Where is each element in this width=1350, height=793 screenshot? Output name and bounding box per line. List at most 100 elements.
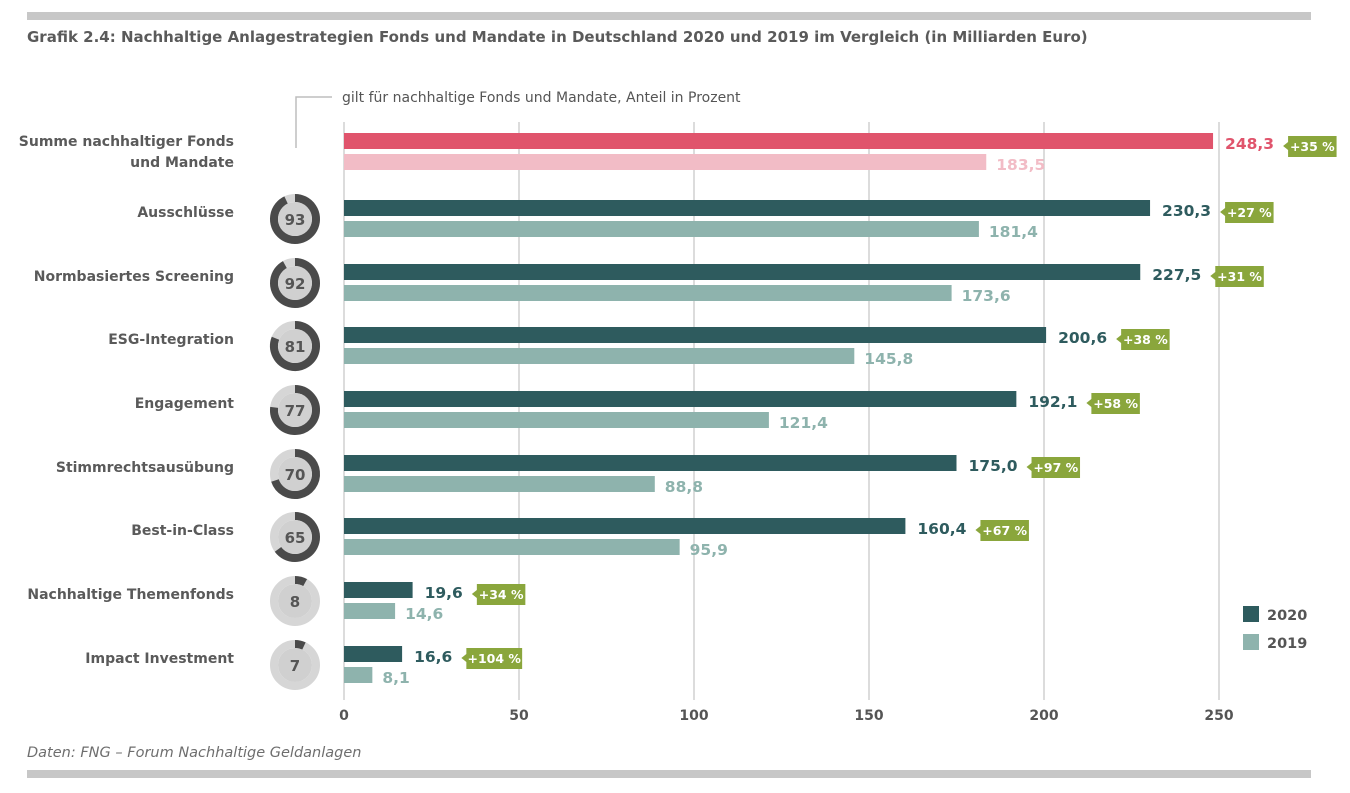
- bar-2020: [344, 200, 1151, 216]
- growth-badge-label: +31 %: [1217, 269, 1262, 284]
- value-label-2019: 173,6: [962, 287, 1011, 305]
- category-label: Nachhaltige Themenfonds: [27, 587, 234, 603]
- share-donut-value: 81: [285, 338, 306, 356]
- share-donut-arc: [294, 576, 308, 587]
- value-label-2019: 8,1: [382, 669, 409, 687]
- share-donut-value: 93: [285, 211, 306, 229]
- note-text: gilt für nachhaltige Fonds und Mandate, …: [342, 90, 741, 106]
- share-donut-arc: [274, 512, 320, 562]
- growth-badge: [461, 648, 523, 669]
- growth-badge: [1086, 393, 1140, 414]
- legend-label: 2019: [1267, 636, 1307, 652]
- category-label: Stimmrechtsausübung: [56, 460, 234, 476]
- growth-badge-label: +27 %: [1227, 205, 1272, 220]
- share-donut-center: [278, 329, 312, 363]
- bar-2019: [344, 154, 987, 170]
- value-label-2019: 95,9: [690, 541, 728, 559]
- value-label-2019: 183,5: [996, 156, 1045, 174]
- bar-2019: [344, 667, 373, 683]
- bar-2020: [344, 327, 1047, 343]
- growth-badge: [1116, 329, 1170, 350]
- x-tick-label: 150: [854, 708, 883, 724]
- value-label-2019: 121,4: [779, 414, 828, 432]
- category-label: Summe nachhaltiger Fonds: [19, 134, 234, 150]
- value-label-2020: 248,3: [1225, 135, 1274, 153]
- growth-badge: [975, 520, 1029, 541]
- bar-2019: [344, 412, 769, 428]
- share-donut-arc: [270, 194, 320, 244]
- growth-badge-label: +67 %: [982, 523, 1027, 538]
- share-donut-center: [278, 648, 312, 682]
- x-tick-label: 200: [1029, 708, 1058, 724]
- growth-badge-label: +35 %: [1290, 139, 1335, 154]
- category-label: Ausschlüsse: [137, 205, 234, 221]
- bar-2019: [344, 603, 396, 619]
- share-donut-center: [278, 457, 312, 491]
- share-donut-value: 8: [290, 593, 300, 611]
- growth-badge-label: +97 %: [1033, 460, 1078, 475]
- share-donut-arc: [271, 449, 320, 499]
- x-tick-label: 50: [509, 708, 529, 724]
- bar-2020: [344, 455, 957, 471]
- value-label-2020: 175,0: [969, 457, 1018, 475]
- value-label-2020: 192,1: [1028, 393, 1077, 411]
- bar-2020: [344, 133, 1214, 149]
- legend-swatch: [1243, 634, 1259, 650]
- value-label-2019: 88,8: [665, 478, 703, 496]
- share-donut-value: 77: [285, 402, 306, 420]
- share-donut-center: [278, 520, 312, 554]
- growth-badge: [1210, 266, 1264, 287]
- category-label: Engagement: [135, 396, 235, 412]
- bar-2020: [344, 582, 413, 598]
- share-donut-center: [278, 202, 312, 236]
- category-label: und Mandate: [130, 155, 234, 171]
- share-donut-value: 7: [290, 657, 300, 675]
- share-donut-arc: [270, 385, 320, 435]
- value-label-2020: 160,4: [917, 520, 966, 538]
- legend-swatch: [1243, 606, 1259, 622]
- growth-badge: [471, 584, 526, 605]
- bar-2019: [344, 539, 680, 555]
- category-label: ESG-Integration: [108, 332, 234, 348]
- share-donut-value: 70: [285, 466, 306, 484]
- share-donut-center: [278, 393, 312, 427]
- bar-2020: [344, 391, 1017, 407]
- bar-2019: [344, 476, 655, 492]
- top-rule: [27, 12, 1311, 20]
- category-label: Best-in-Class: [131, 523, 234, 539]
- share-donut-center: [278, 266, 312, 300]
- growth-badge-label: +38 %: [1123, 332, 1168, 347]
- bar-2020: [344, 264, 1141, 280]
- growth-badge-label: +34 %: [479, 587, 524, 602]
- value-label-2019: 181,4: [989, 223, 1038, 241]
- share-donut-arc: [270, 321, 320, 371]
- value-label-2020: 200,6: [1058, 329, 1107, 347]
- category-label: Impact Investment: [85, 651, 234, 667]
- bar-2020: [344, 646, 403, 662]
- value-label-2019: 145,8: [864, 350, 913, 368]
- x-tick-label: 250: [1204, 708, 1233, 724]
- share-donut-arc: [294, 640, 306, 650]
- share-donut-value: 65: [285, 529, 306, 547]
- note-bracket: [295, 96, 332, 148]
- growth-badge: [1220, 202, 1274, 223]
- value-label-2020: 230,3: [1162, 202, 1211, 220]
- growth-badge-label: +104 %: [468, 651, 522, 666]
- legend-label: 2020: [1267, 608, 1307, 624]
- growth-badge-label: +58 %: [1093, 396, 1138, 411]
- value-label-2020: 227,5: [1152, 266, 1201, 284]
- bar-2019: [344, 221, 979, 237]
- share-donut-value: 92: [285, 275, 306, 293]
- growth-badge: [1283, 136, 1337, 157]
- bar-2020: [344, 518, 906, 534]
- x-tick-label: 0: [339, 708, 349, 724]
- value-label-2020: 19,6: [425, 584, 463, 602]
- value-label-2019: 14,6: [405, 605, 443, 623]
- value-label-2020: 16,6: [414, 648, 452, 666]
- source-note: Daten: FNG – Forum Nachhaltige Geldanlag…: [27, 745, 362, 761]
- bar-2019: [344, 285, 952, 301]
- chart-title: Grafik 2.4: Nachhaltige Anlagestrategien…: [27, 28, 1088, 46]
- x-tick-label: 100: [679, 708, 708, 724]
- share-donut-center: [278, 584, 312, 618]
